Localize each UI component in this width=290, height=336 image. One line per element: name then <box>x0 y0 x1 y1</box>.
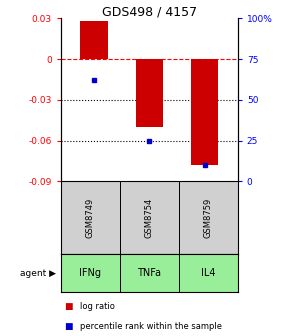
Bar <box>135 59 163 127</box>
Bar <box>179 181 238 254</box>
Text: GSM8749: GSM8749 <box>86 198 95 238</box>
Text: IL4: IL4 <box>201 268 215 278</box>
Text: GSM8759: GSM8759 <box>204 198 213 238</box>
Text: IFNg: IFNg <box>79 268 102 278</box>
Bar <box>120 254 179 292</box>
Bar <box>120 181 179 254</box>
Text: percentile rank within the sample: percentile rank within the sample <box>80 322 222 331</box>
Bar <box>80 21 108 59</box>
Text: GSM8754: GSM8754 <box>145 198 154 238</box>
Bar <box>61 254 120 292</box>
Bar <box>61 181 120 254</box>
Text: ■: ■ <box>64 302 72 311</box>
Text: TNFa: TNFa <box>137 268 161 278</box>
Text: log ratio: log ratio <box>80 302 115 311</box>
Text: ■: ■ <box>64 322 72 331</box>
Title: GDS498 / 4157: GDS498 / 4157 <box>102 5 197 18</box>
Text: agent ▶: agent ▶ <box>20 268 56 278</box>
Bar <box>179 254 238 292</box>
Bar <box>191 59 218 165</box>
